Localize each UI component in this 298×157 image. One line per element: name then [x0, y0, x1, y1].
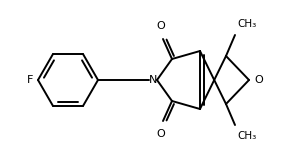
Text: O: O	[157, 21, 165, 31]
Text: CH₃: CH₃	[237, 19, 256, 29]
Text: N: N	[149, 75, 157, 85]
Text: O: O	[157, 129, 165, 139]
Text: O: O	[254, 75, 263, 85]
Text: CH₃: CH₃	[237, 131, 256, 141]
Text: F: F	[27, 75, 33, 85]
